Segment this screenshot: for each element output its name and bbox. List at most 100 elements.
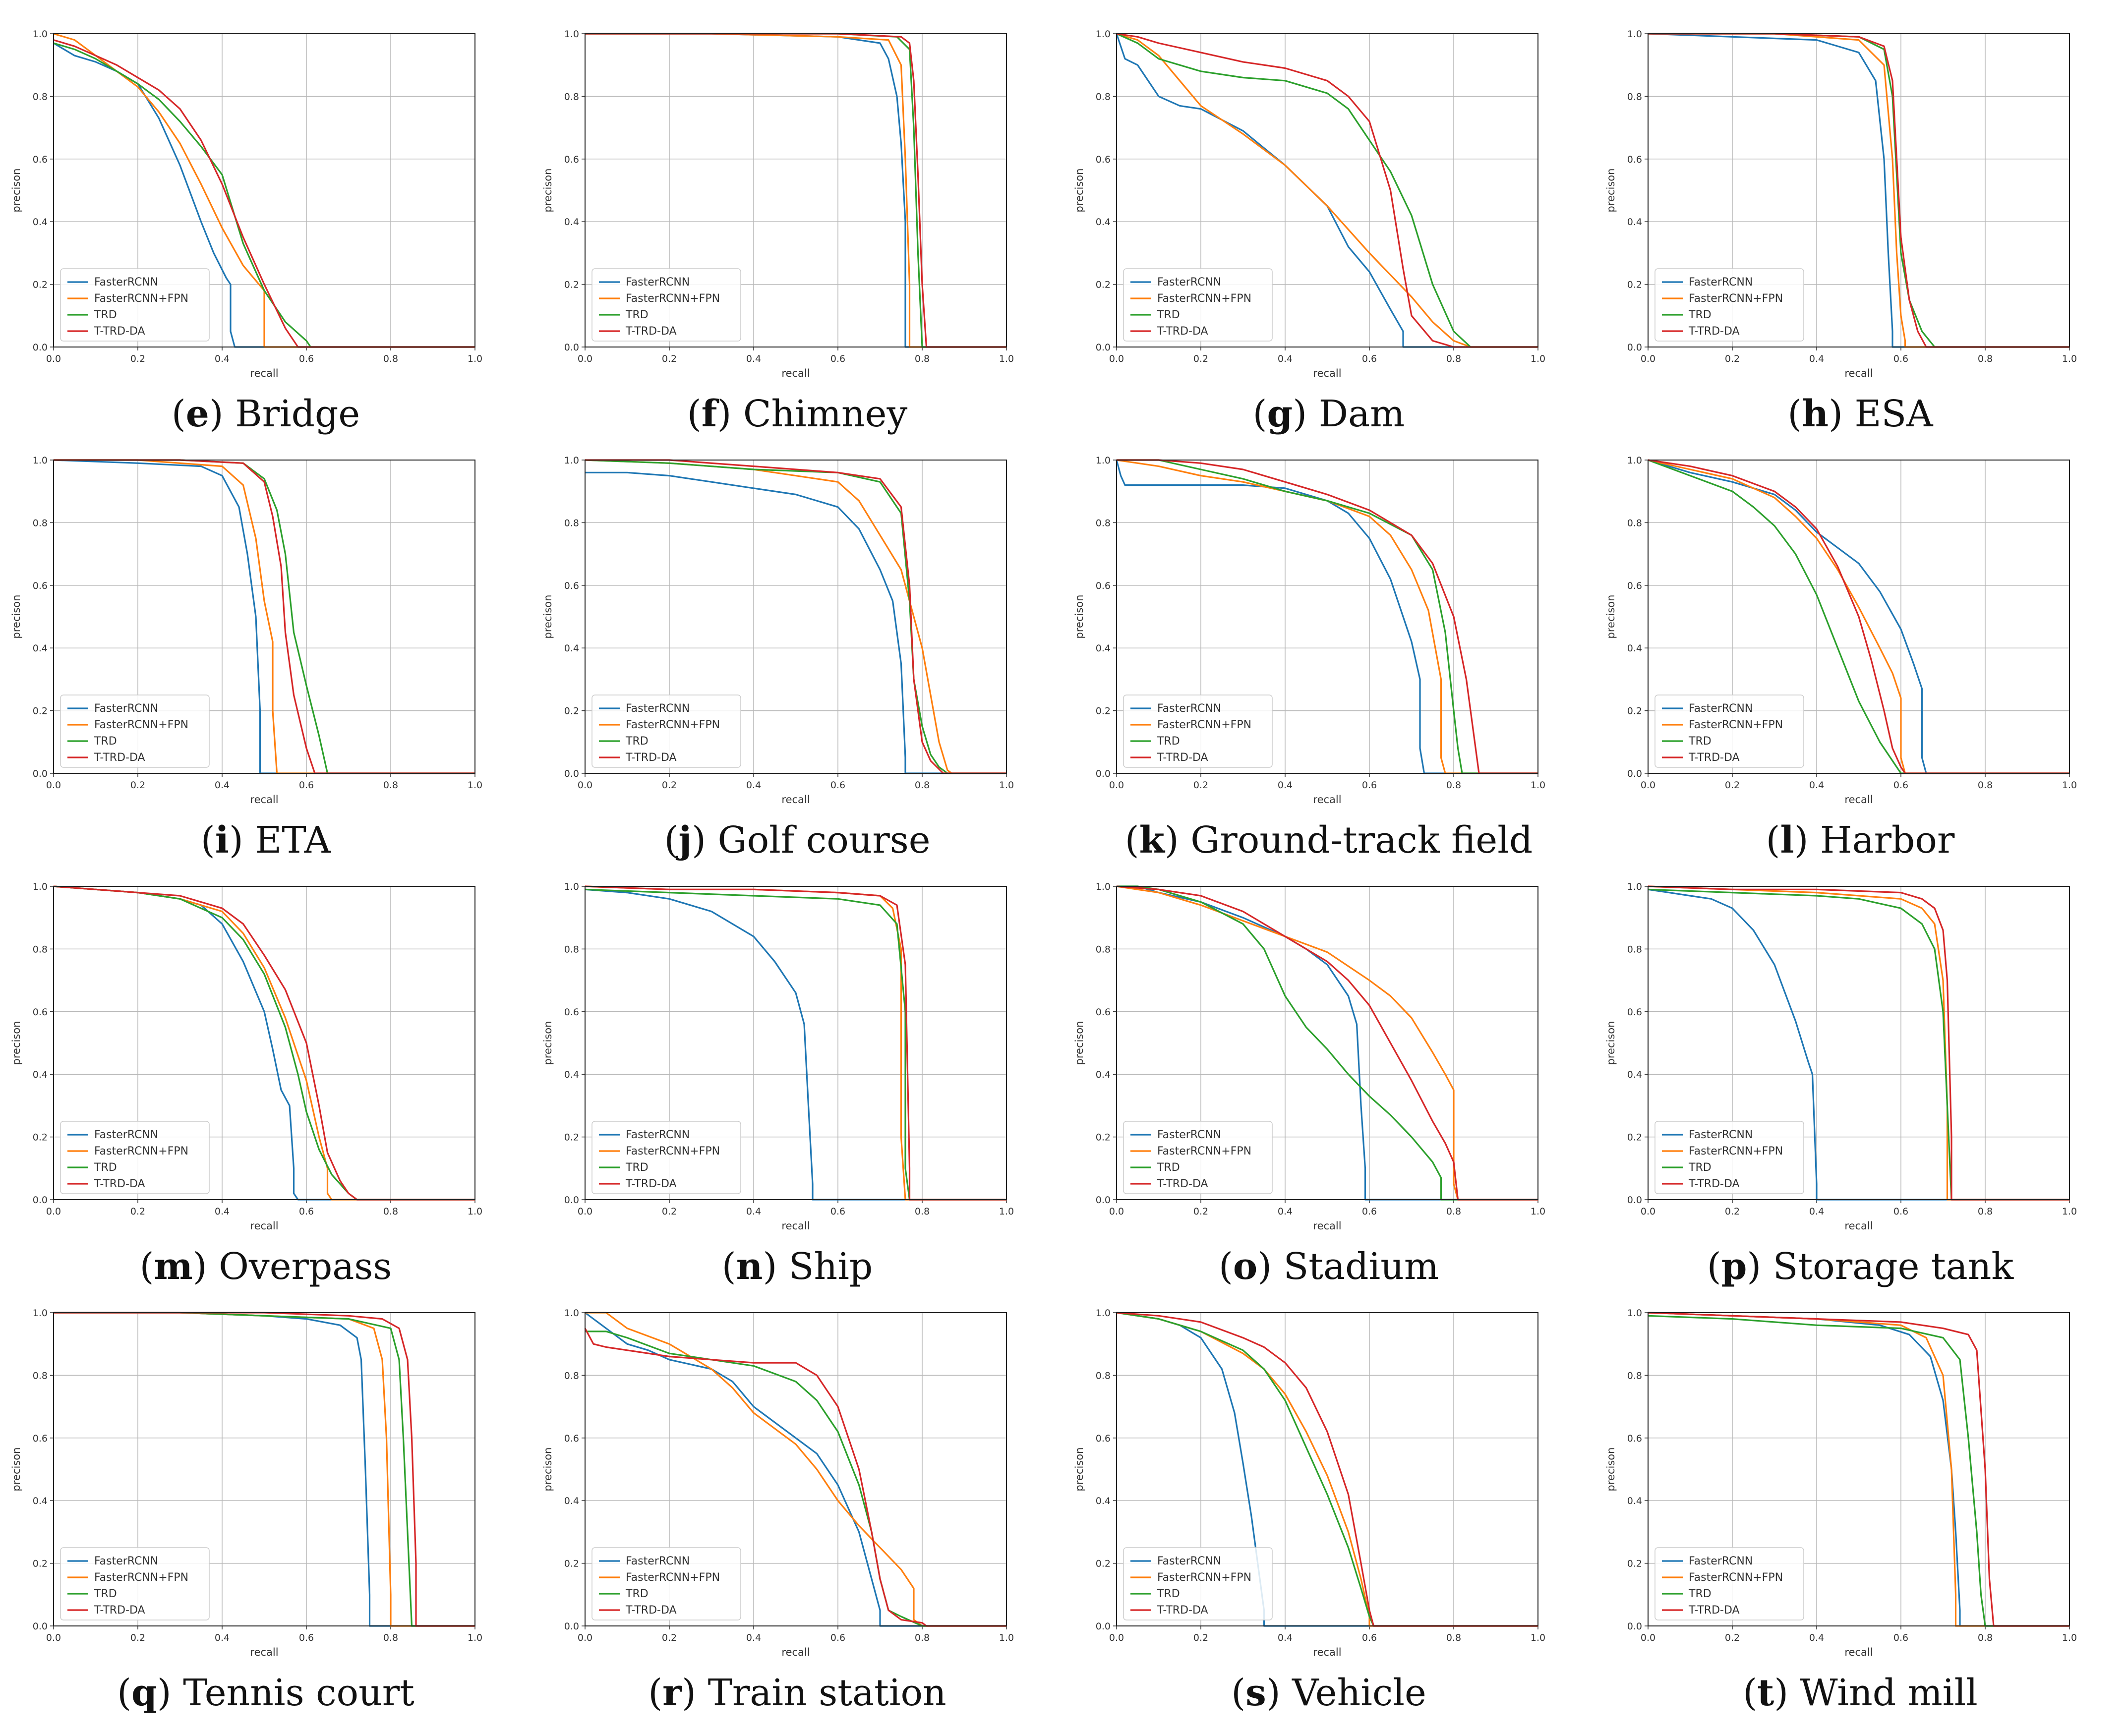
caption-letter: k [1139,819,1165,862]
legend-entry: T-TRD-DA [625,325,677,338]
caption-title: Chimney [743,393,908,435]
x-tick-label: 0.4 [1278,780,1293,791]
x-tick-label: 0.0 [1109,1632,1124,1643]
x-axis-label: recall [1313,1220,1341,1232]
legend-box [1654,268,1804,342]
y-tick-label: 0.6 [33,1007,48,1018]
caption-letter: g [1267,393,1293,435]
caption-title: Ship [788,1245,873,1288]
x-tick-label: 0.0 [46,353,61,364]
caption-o: (o) Stadium [1218,1245,1439,1288]
x-tick-label: 0.2 [1193,353,1208,364]
series-line-fasterrcnn-fpn [585,459,1006,774]
legend-entry: FasterRCNN [626,276,690,289]
y-tick-label: 0.8 [1627,518,1642,528]
legend-entry: FasterRCNN [1689,1555,1753,1567]
x-axis-label: recall [1313,367,1341,379]
chart-p: 0.0 0.2 0.4 0.6 0.8 1.0 0.0 0.2 0.4 0.6 0.8 1.0 reca… [1605,881,2077,1232]
y-tick-label: 0.2 [1627,1559,1642,1569]
series-line-trd [53,42,475,348]
y-tick-label: 0.0 [33,768,48,779]
series-line-fasterrcnn-fpn [1116,885,1538,1201]
legend-entry: TRD [1157,735,1180,748]
x-tick-label: 0.0 [1641,1632,1655,1643]
legend-entry: FasterRCNN [626,702,690,715]
legend-entry: T-TRD-DA [94,1604,145,1617]
y-tick-label: 0.2 [1096,1132,1111,1143]
legend: FasterRCNN FasterRCNN+FPN TRD T-TRD-DA [1123,694,1273,768]
legend-entry: FasterRCNN+FPN [1157,1145,1251,1157]
caption-h: (h) ESA [1787,393,1933,435]
x-tick-label: 0.8 [1978,780,1993,791]
chart-panel-t: 0.0 0.2 0.4 0.6 0.8 1.0 0.0 0.2 0.4 0.6 0.8 1.0 reca… [1594,1289,2126,1723]
y-axis-label: precison [542,595,554,639]
caption-m: (m) Overpass [139,1245,392,1288]
y-tick-label: 0.6 [564,1007,579,1018]
y-tick-label: 0.0 [33,342,48,353]
legend: FasterRCNN FasterRCNN+FPN TRD T-TRD-DA [591,1121,741,1194]
series-line-fasterrcnn [585,888,1006,1201]
x-tick-label: 0.6 [1893,1206,1908,1217]
caption-f: (f) Chimney [687,393,908,435]
legend-box [1654,1547,1804,1620]
x-tick-label: 0.8 [1978,1206,1993,1217]
plot-frame [585,886,1007,1200]
series-line-trd [1117,459,1538,774]
legend: FasterRCNN FasterRCNN+FPN TRD T-TRD-DA [1654,1121,1804,1194]
y-tick-label: 0.8 [564,518,579,528]
legend-entry: FasterRCNN+FPN [1689,292,1783,305]
legend-entry: FasterRCNN [1689,702,1753,715]
x-tick-label: 1.0 [999,780,1014,791]
chart-panel-l: 0.0 0.2 0.4 0.6 0.8 1.0 0.0 0.2 0.4 0.6 0.8 1.0 reca… [1594,436,2126,870]
y-tick-label: 1.0 [1096,1308,1111,1319]
x-tick-label: 0.0 [578,1632,592,1643]
caption-title: Train station [708,1672,946,1714]
legend-entry: FasterRCNN+FPN [1157,719,1251,731]
y-tick-label: 0.2 [1096,1559,1111,1569]
x-tick-label: 1.0 [468,1206,482,1217]
x-tick-label: 0.6 [1893,780,1908,791]
y-tick-label: 1.0 [1627,29,1642,40]
legend-entry: FasterRCNN+FPN [1157,292,1251,305]
y-tick-label: 0.0 [1627,1195,1642,1206]
series-line-trd [53,885,475,1201]
y-axis-label: precison [1073,1021,1085,1065]
legend-box [1123,1121,1273,1194]
x-axis-label: recall [250,1220,278,1232]
x-tick-label: 1.0 [999,1206,1014,1217]
x-axis-label: recall [250,1646,278,1658]
legend-entry: TRD [1688,1161,1712,1174]
chart-e: 0.0 0.2 0.4 0.6 0.8 1.0 0.0 0.2 0.4 0.6 0.8 1.0 reca… [10,29,482,379]
y-tick-label: 0.6 [1096,1007,1111,1018]
y-tick-label: 0.8 [564,91,579,102]
legend-entry: TRD [625,1588,649,1600]
y-tick-label: 0.6 [564,580,579,591]
x-axis-label: recall [781,1646,810,1658]
x-axis-label: recall [1313,1646,1341,1658]
series-line-t-trd-da [1648,885,2069,1201]
legend-entry: T-TRD-DA [1157,1178,1208,1190]
chart-i: 0.0 0.2 0.4 0.6 0.8 1.0 0.0 0.2 0.4 0.6 0.8 1.0 reca… [10,455,482,806]
legend-entry: FasterRCNN+FPN [626,292,720,305]
caption-e: (e) Bridge [171,393,360,435]
legend-entry: TRD [94,1161,117,1174]
series-line-t-trd-da [1116,885,1538,1201]
x-tick-label: 0.0 [1641,780,1655,791]
caption-letter: o [1233,1245,1258,1288]
series-line-fasterrcnn-fpn [585,33,1006,348]
y-tick-label: 0.4 [1627,1069,1642,1080]
y-axis-label: precison [10,595,22,639]
legend-entry: T-TRD-DA [1157,752,1208,764]
y-tick-label: 0.4 [564,643,579,654]
plot-frame [1116,1312,1538,1626]
legend-entry: FasterRCNN+FPN [626,719,720,731]
x-tick-label: 0.6 [830,353,845,364]
x-tick-label: 1.0 [1531,780,1545,791]
x-axis-label: recall [1844,367,1873,379]
legend-box [1123,1547,1273,1620]
caption-title: Bridge [235,393,360,435]
y-tick-label: 0.0 [1627,1621,1642,1632]
x-tick-label: 0.8 [915,1206,930,1217]
x-tick-label: 1.0 [2062,353,2077,364]
x-tick-label: 1.0 [999,1632,1014,1643]
